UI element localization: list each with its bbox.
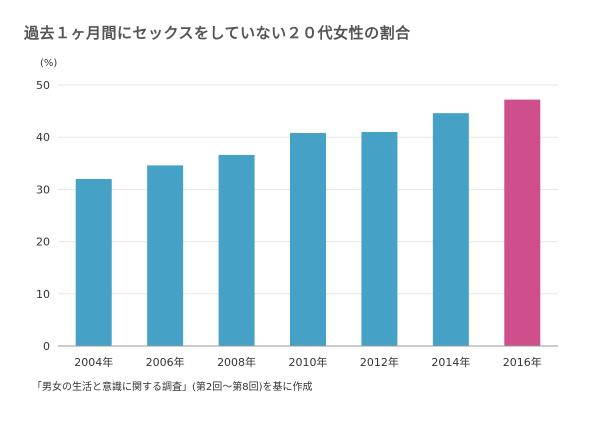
x-tick-label: 2006年 [146,355,185,369]
x-tick-label: 2012年 [360,355,399,369]
source-note: 「男女の生活と意識に関する調査」(第2回〜第8回)を基に作成 [32,382,313,393]
y-tick-label: 30 [36,183,50,196]
bar [361,131,398,346]
x-tick-label: 2004年 [74,355,113,369]
y-tick-label: 10 [36,288,50,301]
x-tick-label: 2016年 [503,355,542,369]
x-tick-label: 2008年 [217,355,256,369]
bar [432,113,469,346]
y-tick-label: 20 [36,236,50,249]
bar [147,165,184,346]
bar [218,154,255,346]
x-tick-label: 2010年 [289,355,328,369]
y-tick-label: 50 [36,79,50,92]
bar [75,178,112,346]
bar [504,99,541,346]
chart-title: 過去１ヶ月間にセックスをしていない２０代女性の割合 [24,24,411,42]
y-tick-label: 40 [36,131,50,144]
x-tick-label: 2014年 [431,355,470,369]
bar [290,133,326,346]
y-axis-unit-label: (%) [40,58,58,69]
y-tick-label: 0 [43,340,50,353]
